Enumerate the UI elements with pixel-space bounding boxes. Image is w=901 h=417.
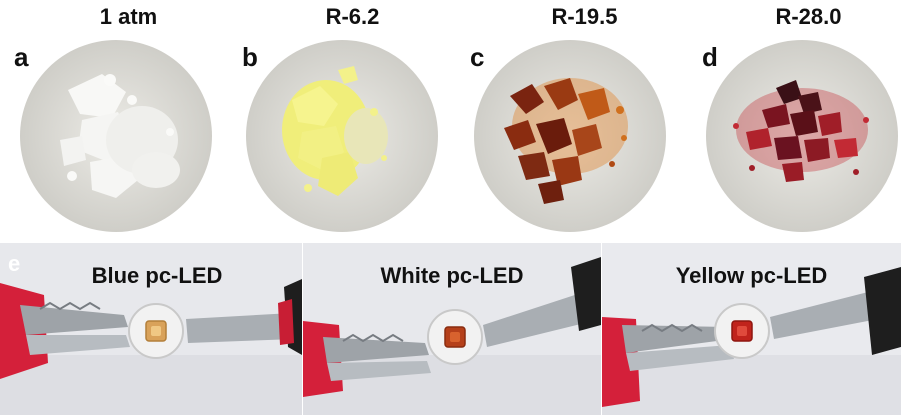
panel-c-letter: c [470, 42, 485, 72]
led-panel-white-title: White pc-LED [380, 263, 524, 288]
led-panel-blue: e Blue pc-LED [0, 243, 302, 415]
white-powder-image [20, 40, 212, 232]
sample-dish-r6-2 [246, 40, 438, 232]
sample-dish-1atm [20, 40, 212, 232]
panel-b-letter: b [242, 42, 258, 72]
panel-d-title: R-28.0 [775, 4, 842, 29]
panel-b: R-6.2 b [226, 0, 451, 240]
panel-a-title: 1 atm [99, 4, 158, 29]
led-panel-blue-title: Blue pc-LED [91, 263, 223, 288]
sample-dish-r19-5 [474, 40, 666, 232]
red-crystals-image [706, 40, 898, 232]
led-photo-white [303, 243, 601, 415]
panel-d-letter: d [702, 42, 718, 72]
panel-c: R-19.5 c [452, 0, 677, 240]
led-panel-yellow: Yellow pc-LED [602, 243, 901, 415]
yellow-powder-image [246, 40, 438, 232]
sample-dish-r28-0 [706, 40, 898, 232]
led-photo-row: e Blue pc-LED White pc-LED [0, 243, 901, 415]
orange-crystals-image [474, 40, 666, 232]
panel-b-title: R-6.2 [325, 4, 380, 29]
led-photo-blue [0, 243, 302, 415]
panel-d: R-28.0 d [678, 0, 901, 240]
led-photo-yellow [602, 243, 901, 415]
panel-a: 1 atm a [0, 0, 225, 240]
led-panel-yellow-title: Yellow pc-LED [675, 263, 828, 288]
panel-c-title: R-19.5 [551, 4, 618, 29]
panel-a-letter: a [14, 42, 29, 72]
sample-photo-row: 1 atm a R-6.2 b [0, 0, 901, 240]
panel-e-letter: e [8, 251, 21, 276]
led-panel-white: White pc-LED [303, 243, 601, 415]
